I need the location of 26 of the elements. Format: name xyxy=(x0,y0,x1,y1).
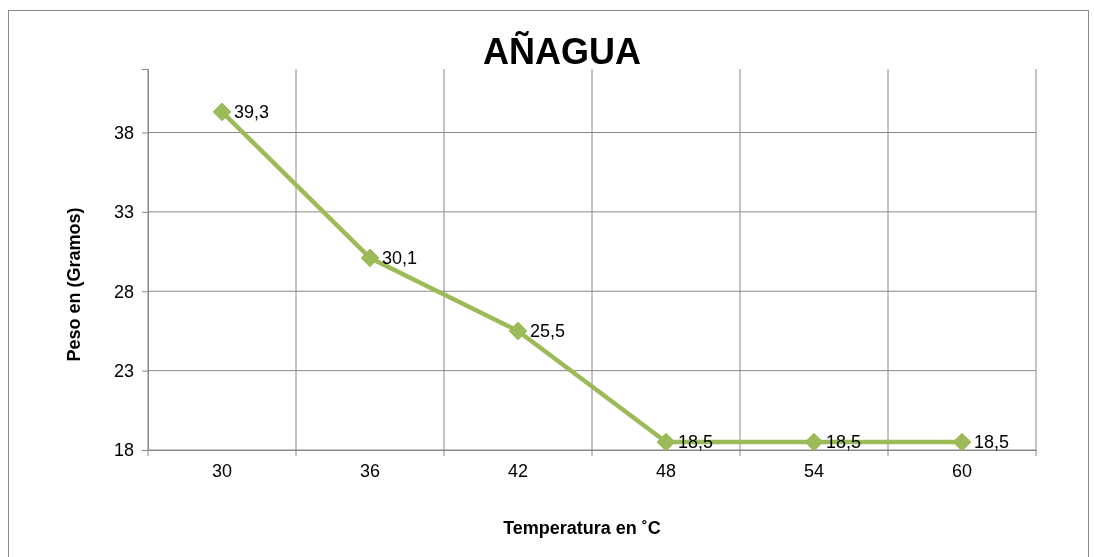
y-tick-label: 28 xyxy=(113,281,134,302)
point xyxy=(508,321,528,341)
y-tick-label: 38 xyxy=(113,122,134,143)
data-label: 30,1 xyxy=(382,247,418,268)
y-axis-title: Peso en (Gramos) xyxy=(64,207,84,362)
data-label: 18,5 xyxy=(678,432,714,453)
y-tick-label: 33 xyxy=(113,202,134,223)
point xyxy=(656,432,676,452)
x-axis-title: Temperatura en ˚C xyxy=(503,518,661,538)
x-tick-label: 60 xyxy=(951,460,973,481)
y-tick-label: 23 xyxy=(113,360,134,381)
data-label: 39,3 xyxy=(234,101,270,122)
data-label: 18,5 xyxy=(826,432,862,453)
data-label: 18,5 xyxy=(974,432,1010,453)
x-tick-label: 48 xyxy=(655,460,677,481)
y-tick-label: 18 xyxy=(113,440,134,461)
point xyxy=(360,248,380,268)
x-tick-label: 54 xyxy=(803,460,825,481)
point xyxy=(804,432,824,452)
x-tick-label: 30 xyxy=(211,460,233,481)
point xyxy=(212,102,232,122)
x-tick-label: 42 xyxy=(507,460,529,481)
x-tick-label: 36 xyxy=(359,460,381,481)
data-label: 25,5 xyxy=(530,320,566,341)
chart-title: AÑAGUA xyxy=(483,30,641,72)
point xyxy=(952,432,972,452)
